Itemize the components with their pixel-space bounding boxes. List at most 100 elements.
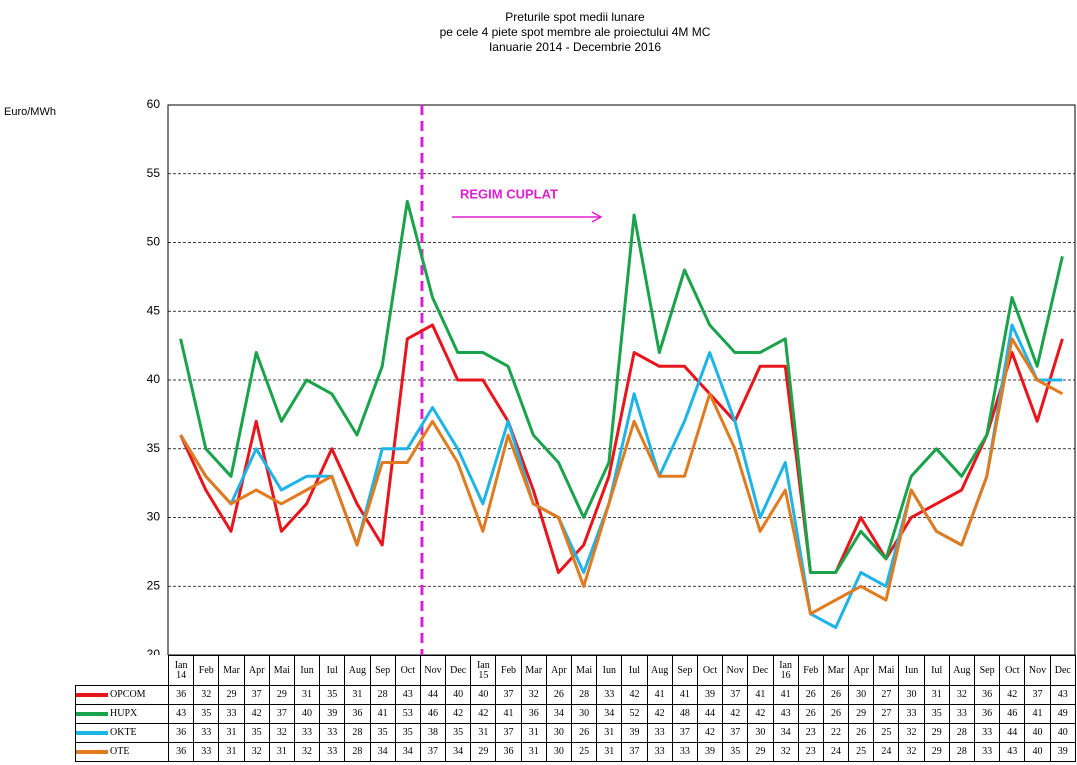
y-tick-label: 30 [147,510,161,524]
data-table: Ian 14 Feb Mar Apr Mai Iun Iul Aug Sep Oct Nov Dec I… [74,655,1077,762]
table-value: 37 [671,723,698,743]
x-tick-label: Mar [822,655,850,686]
x-tick-label: Apr [848,655,875,686]
y-tick-label: 50 [147,235,161,249]
x-tick-label: Aug [344,655,371,686]
legend-swatch [76,730,108,735]
x-tick-label: Sep [974,655,1001,686]
table-value: 40 [1024,742,1051,762]
table-value: 25 [571,742,598,762]
table-value: 28 [344,723,371,743]
table-value: 31 [268,742,295,762]
x-tick-label: Oct [394,655,421,686]
table-value: 33 [646,742,673,762]
table-value: 23 [797,723,824,743]
table-value: 42 [999,685,1026,705]
x-tick-label: Ian 14 [168,655,195,686]
table-value: 36 [168,685,195,705]
table-value: 35 [394,723,421,743]
series-line [179,323,1063,629]
x-tick-label: Ian 16 [772,655,799,686]
table-value: 33 [293,723,321,743]
x-tick-label: Mar [218,655,245,686]
x-tick-label: Feb [495,655,522,686]
table-value: 40 [1049,723,1077,743]
table-value: 37 [495,723,522,743]
table-value: 40 [293,704,321,724]
table-value: 41 [772,685,799,705]
x-tick-label: Iul [621,655,648,686]
x-tick-label: Sep [369,655,396,686]
x-tick-label: Feb [193,655,220,686]
x-tick-label: Iun [596,655,623,686]
x-tick-label: Apr [545,655,573,686]
table-value: 40 [470,685,497,705]
annotation: REGIM CUPLAT [460,186,558,201]
chart-title: Preturile spot medii lunare [505,10,645,24]
table-value: 33 [974,742,1001,762]
x-tick-label: Apr [243,655,270,686]
table-value: 26 [571,723,598,743]
table-value: 33 [948,704,976,724]
legend-label: OPCOM [110,689,146,700]
table-value: 40 [445,685,472,705]
table-value: 33 [319,723,346,743]
annotation-arrow-head [591,211,603,223]
table-value: 36 [168,742,195,762]
y-tick-label: 45 [147,303,161,317]
legend-swatch [76,711,108,716]
y-tick-label: 20 [147,647,161,655]
x-tick-label: Dec [747,655,774,686]
chart-subtitle: Ianuarie 2014 - Decembrie 2016 [489,40,661,54]
x-tick-label: Aug [948,655,976,686]
table-value: 33 [596,685,623,705]
table-value: 41 [747,685,774,705]
table-value: 28 [948,742,976,762]
table-value: 39 [696,685,724,705]
legend-swatch [76,692,108,697]
table-value: 33 [319,742,346,762]
table-value: 33 [218,704,245,724]
table-value: 41 [671,685,698,705]
table-value: 34 [596,704,623,724]
table-value: 26 [822,704,850,724]
table-value: 35 [243,723,270,743]
table-value: 29 [268,685,295,705]
table-value: 29 [923,742,950,762]
table-value: 42 [445,704,472,724]
table-value: 32 [268,723,295,743]
table-value: 34 [772,723,799,743]
table-value: 43 [394,685,421,705]
table-value: 44 [999,723,1026,743]
y-tick-label: 40 [147,372,161,386]
table-value: 31 [344,685,371,705]
table-value: 22 [822,723,850,743]
table-value: 33 [646,723,673,743]
table-value: 42 [696,723,724,743]
table-value: 37 [722,723,749,743]
table-value: 36 [974,704,1001,724]
legend-swatch [76,749,108,754]
x-tick-label: Iun [898,655,925,686]
table-value: 27 [873,704,900,724]
table-value: 41 [646,685,673,705]
table-value: 43 [168,704,195,724]
legend-label: OTE [110,746,130,757]
x-tick-label: Ian 15 [470,655,497,686]
table-value: 42 [646,704,673,724]
table-value: 35 [319,685,346,705]
table-value: 35 [369,723,396,743]
table-value: 28 [571,685,598,705]
table-value: 36 [495,742,522,762]
x-tick-label: Nov [419,655,447,686]
table-value: 31 [520,723,547,743]
table-value: 25 [873,723,900,743]
table-value: 30 [545,723,573,743]
table-value: 31 [520,742,547,762]
table-value: 28 [369,685,396,705]
series-line [179,337,1064,616]
table-value: 42 [747,704,774,724]
table-value: 49 [1049,704,1077,724]
table-value: 31 [596,723,623,743]
table-value: 41 [495,704,522,724]
